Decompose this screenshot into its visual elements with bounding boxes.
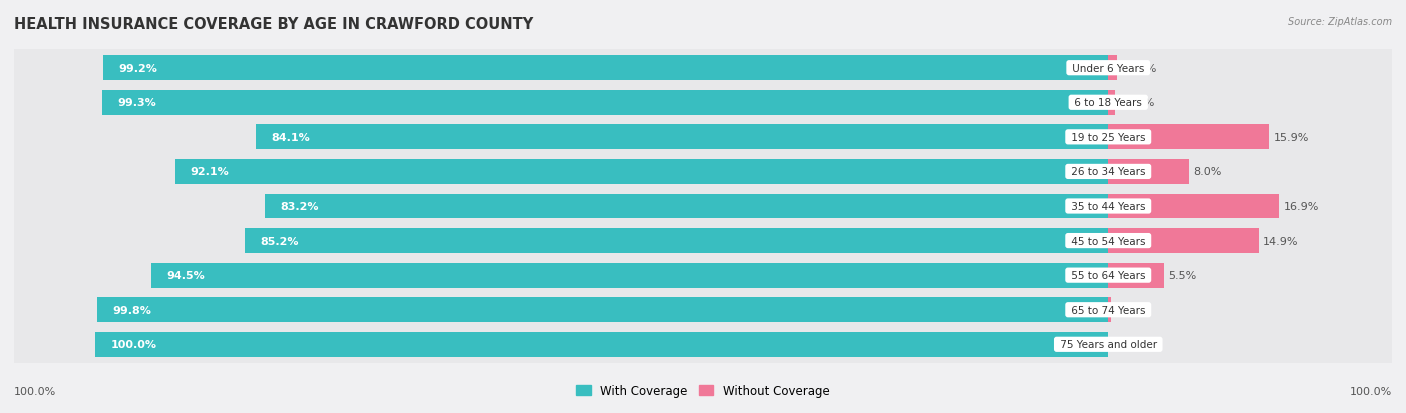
Bar — [103, 90, 1108, 116]
Text: 6 to 18 Years: 6 to 18 Years — [1071, 98, 1146, 108]
FancyBboxPatch shape — [11, 26, 1395, 111]
Bar — [103, 56, 1108, 81]
Text: 94.5%: 94.5% — [166, 271, 205, 280]
Text: 14.9%: 14.9% — [1263, 236, 1299, 246]
Text: 65 to 74 Years: 65 to 74 Years — [1069, 305, 1149, 315]
FancyBboxPatch shape — [11, 198, 1395, 284]
FancyBboxPatch shape — [11, 233, 1395, 318]
Text: 0.85%: 0.85% — [1121, 64, 1156, 74]
Text: 55 to 64 Years: 55 to 64 Years — [1069, 271, 1149, 280]
Text: 8.0%: 8.0% — [1194, 167, 1222, 177]
FancyBboxPatch shape — [11, 129, 1395, 215]
Text: 45 to 54 Years: 45 to 54 Years — [1069, 236, 1149, 246]
Bar — [1108, 125, 1270, 150]
Text: 99.3%: 99.3% — [117, 98, 156, 108]
Text: 84.1%: 84.1% — [271, 133, 311, 142]
Bar — [1108, 56, 1116, 81]
Bar — [266, 194, 1108, 219]
Bar — [176, 159, 1108, 185]
FancyBboxPatch shape — [11, 95, 1395, 180]
Text: 0.0%: 0.0% — [1112, 339, 1140, 349]
Bar — [97, 297, 1108, 323]
Bar — [1108, 297, 1111, 323]
Bar — [1108, 194, 1279, 219]
Bar — [245, 228, 1108, 254]
Text: 92.1%: 92.1% — [190, 167, 229, 177]
FancyBboxPatch shape — [11, 267, 1395, 353]
Text: 99.2%: 99.2% — [118, 64, 157, 74]
Legend: With Coverage, Without Coverage: With Coverage, Without Coverage — [572, 379, 834, 401]
Bar — [1108, 159, 1189, 185]
Bar — [150, 263, 1108, 288]
Text: 5.5%: 5.5% — [1168, 271, 1197, 280]
Text: 85.2%: 85.2% — [260, 236, 298, 246]
Text: 26 to 34 Years: 26 to 34 Years — [1069, 167, 1149, 177]
Text: 35 to 44 Years: 35 to 44 Years — [1069, 202, 1149, 211]
Text: HEALTH INSURANCE COVERAGE BY AGE IN CRAWFORD COUNTY: HEALTH INSURANCE COVERAGE BY AGE IN CRAW… — [14, 17, 533, 31]
Text: 0.67%: 0.67% — [1119, 98, 1154, 108]
Text: 100.0%: 100.0% — [14, 387, 56, 396]
Text: Under 6 Years: Under 6 Years — [1069, 64, 1147, 74]
Text: 100.0%: 100.0% — [1350, 387, 1392, 396]
FancyBboxPatch shape — [11, 60, 1395, 146]
Bar — [1108, 263, 1164, 288]
Text: 100.0%: 100.0% — [110, 339, 156, 349]
FancyBboxPatch shape — [11, 302, 1395, 387]
Bar — [256, 125, 1108, 150]
Text: 83.2%: 83.2% — [281, 202, 319, 211]
Text: 19 to 25 Years: 19 to 25 Years — [1069, 133, 1149, 142]
Bar — [1108, 90, 1115, 116]
Text: 16.9%: 16.9% — [1284, 202, 1319, 211]
Text: 99.8%: 99.8% — [112, 305, 152, 315]
Text: 0.23%: 0.23% — [1115, 305, 1150, 315]
Bar — [96, 332, 1108, 357]
Bar — [1108, 228, 1260, 254]
Text: Source: ZipAtlas.com: Source: ZipAtlas.com — [1288, 17, 1392, 26]
Text: 75 Years and older: 75 Years and older — [1056, 339, 1160, 349]
FancyBboxPatch shape — [11, 164, 1395, 249]
Text: 15.9%: 15.9% — [1274, 133, 1309, 142]
